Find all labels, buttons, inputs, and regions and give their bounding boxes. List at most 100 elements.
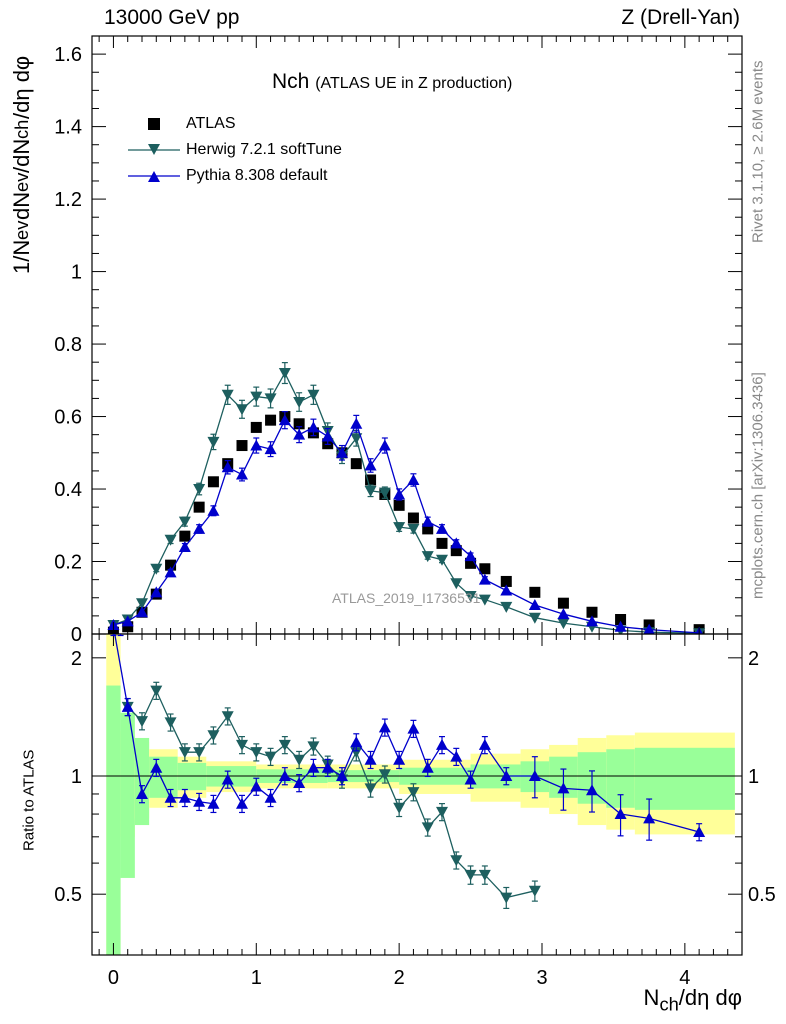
legend-marker-triangle-up bbox=[128, 171, 180, 182]
data-point bbox=[436, 554, 448, 566]
data-point bbox=[293, 418, 305, 430]
ratio-point bbox=[178, 791, 191, 803]
data-point bbox=[264, 393, 277, 405]
ratio-point bbox=[250, 747, 263, 759]
data-point bbox=[643, 623, 655, 634]
data-point bbox=[321, 430, 334, 442]
main-y-tick-label: 0.6 bbox=[54, 407, 82, 429]
ratio-point bbox=[478, 738, 491, 750]
data-point bbox=[307, 389, 320, 401]
data-point bbox=[421, 551, 434, 563]
data-point bbox=[500, 601, 513, 613]
data-point bbox=[557, 597, 569, 609]
ratio-point bbox=[278, 739, 291, 751]
data-point bbox=[422, 523, 434, 535]
main-y-tick-label: 1.6 bbox=[54, 44, 82, 66]
data-point bbox=[264, 443, 277, 455]
ratio-point bbox=[407, 722, 420, 734]
ratio-point bbox=[528, 770, 541, 782]
ratio-point bbox=[421, 822, 434, 834]
data-point bbox=[179, 530, 191, 542]
data-point bbox=[450, 545, 462, 557]
band-inner-bin bbox=[134, 737, 150, 826]
data-point bbox=[378, 487, 391, 499]
data-point bbox=[350, 458, 362, 470]
data-point bbox=[236, 404, 248, 416]
main-y-tick-label: 1.2 bbox=[54, 189, 82, 211]
ratio-point bbox=[557, 782, 570, 794]
main-series bbox=[107, 362, 706, 634]
data-point bbox=[164, 566, 177, 578]
ratio-y-tick-label: 2 bbox=[71, 648, 82, 670]
data-point bbox=[207, 504, 220, 516]
ratio-series-triangle-up bbox=[110, 634, 706, 842]
x-tick-label: 0 bbox=[108, 967, 119, 989]
ratio-y-tick-label-right: 0.5 bbox=[748, 884, 776, 906]
ratio-point bbox=[407, 787, 420, 799]
ratio-point bbox=[528, 885, 541, 897]
legend-marker-triangle-down bbox=[128, 144, 180, 155]
data-point bbox=[365, 474, 377, 486]
ratio-point bbox=[586, 784, 598, 796]
data-point bbox=[407, 473, 420, 485]
ratio-point bbox=[264, 791, 277, 803]
ratio-point bbox=[336, 770, 348, 782]
data-point bbox=[193, 484, 206, 496]
data-point bbox=[250, 391, 263, 403]
ratio-point bbox=[293, 776, 306, 788]
ratio-point bbox=[121, 700, 134, 712]
main-y-tick-label: 0.2 bbox=[54, 552, 82, 574]
ratio-point bbox=[450, 750, 463, 762]
main-y-tick-label: 0.8 bbox=[54, 334, 82, 356]
plot-title-main: Nch bbox=[272, 70, 310, 93]
data-point bbox=[464, 550, 477, 562]
data-point bbox=[557, 608, 570, 620]
data-point bbox=[207, 436, 220, 448]
data-point bbox=[478, 594, 491, 606]
ratio-point bbox=[193, 747, 206, 759]
data-point bbox=[136, 598, 148, 610]
x-tick-label: 3 bbox=[536, 967, 547, 989]
data-point bbox=[336, 446, 348, 458]
data-point bbox=[150, 563, 163, 575]
data-point bbox=[350, 417, 363, 429]
mcplots-reference-label: mcplots.cern.ch [arXiv:1306.3436] bbox=[749, 372, 767, 600]
data-point bbox=[436, 522, 448, 534]
data-point bbox=[293, 428, 306, 440]
legend-label: Pythia 8.308 default bbox=[186, 167, 328, 184]
ratio-point bbox=[264, 751, 277, 763]
data-point bbox=[364, 459, 377, 471]
header-energy-label: 13000 GeV pp bbox=[104, 6, 240, 29]
data-point bbox=[586, 615, 598, 627]
data-point bbox=[250, 421, 262, 433]
ratio-point bbox=[236, 797, 248, 809]
band-inner-bin bbox=[106, 685, 121, 955]
ratio-series bbox=[110, 634, 706, 910]
data-point bbox=[479, 563, 491, 575]
data-point bbox=[407, 512, 419, 524]
legend-entry-atlas: ATLAS bbox=[128, 113, 236, 135]
data-point bbox=[500, 575, 512, 587]
data-point bbox=[178, 516, 191, 528]
data-point bbox=[478, 573, 491, 585]
data-point bbox=[164, 534, 177, 546]
x-tick-label: 2 bbox=[394, 967, 405, 989]
data-point bbox=[178, 541, 191, 553]
ratio-point bbox=[693, 826, 706, 838]
data-point bbox=[421, 515, 434, 527]
data-point bbox=[450, 578, 463, 590]
analysis-reference-label: ATLAS_2019_I1736531 bbox=[332, 590, 481, 606]
ratio-point bbox=[350, 736, 363, 748]
data-point bbox=[150, 586, 163, 598]
ratio-point bbox=[643, 812, 656, 824]
ratio-point bbox=[307, 761, 320, 773]
data-point bbox=[407, 523, 420, 535]
ratio-point bbox=[464, 773, 477, 785]
data-point bbox=[122, 621, 134, 633]
data-point bbox=[236, 468, 248, 480]
ratio-point bbox=[436, 806, 448, 818]
header-process-label: Z (Drell-Yan) bbox=[621, 6, 740, 29]
ratio-point bbox=[164, 791, 177, 803]
data-point bbox=[615, 614, 627, 626]
data-point bbox=[165, 559, 177, 571]
